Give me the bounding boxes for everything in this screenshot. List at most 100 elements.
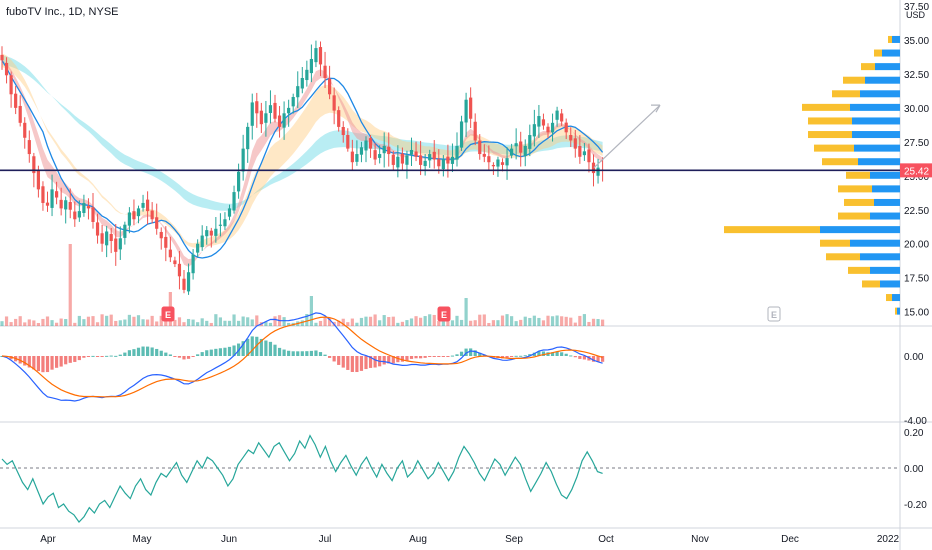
volume-bar: [164, 317, 168, 326]
volume-bar: [136, 315, 141, 326]
earnings-marker: [767, 306, 781, 322]
macd-histogram-bar: [86, 356, 91, 357]
volume-bar: [250, 319, 254, 326]
macd-histogram-bar: [550, 352, 555, 356]
volume-bar: [405, 320, 409, 326]
macd-histogram-bar: [391, 356, 395, 364]
volume-profile-buy: [897, 307, 900, 315]
candle-body: [550, 122, 555, 133]
candle-body: [255, 101, 259, 114]
macd-histogram-bar: [250, 336, 254, 356]
macd-histogram-bar: [359, 356, 364, 371]
macd-histogram-bar: [214, 348, 218, 356]
volume-profile-sell: [826, 253, 860, 261]
candle-body: [32, 156, 36, 174]
oscillator-line: [1, 434, 603, 523]
macd-histogram-bar: [555, 351, 559, 356]
candle-body: [36, 169, 40, 190]
fast-ma-ribbon: [2, 60, 603, 267]
candle-body: [491, 164, 495, 167]
macd-histogram-bar: [241, 341, 245, 356]
oscillator-y-tick-label: 0.20: [904, 428, 924, 439]
volume-bar: [382, 315, 386, 326]
volume-bar: [227, 320, 232, 326]
candle-body: [473, 121, 477, 141]
volume-bar: [569, 317, 573, 326]
candle-body: [500, 162, 505, 165]
volume-profile-buy: [850, 239, 900, 247]
volume-bar: [323, 317, 327, 326]
candle-body: [273, 102, 277, 119]
macd-histogram-bar: [305, 351, 309, 356]
macd-histogram-bar: [200, 352, 204, 356]
oscillator-y-tick-label: -0.20: [904, 500, 927, 511]
volume-bar: [573, 322, 577, 326]
volume-bar: [232, 314, 236, 326]
volume-bar: [510, 316, 514, 326]
volume-bar: [100, 314, 104, 326]
candle-body: [328, 78, 332, 95]
candle-body: [482, 153, 486, 157]
y-tick-label: 15.00: [904, 308, 929, 319]
macd-y-tick-label: -4.00: [904, 416, 927, 427]
macd-histogram-bar: [446, 356, 450, 357]
macd-histogram-bar: [227, 346, 232, 356]
macd-histogram-bar: [428, 356, 432, 357]
volume-bar: [118, 320, 122, 326]
volume-profile-sell: [846, 171, 870, 179]
macd-histogram-bar: [387, 356, 391, 364]
volume-profile-sell: [861, 63, 875, 71]
volume-bar: [582, 314, 586, 326]
volume-bar: [328, 317, 332, 326]
macd-histogram-bar: [68, 356, 72, 363]
x-tick-label: Sep: [505, 534, 523, 545]
candlesticks[interactable]: [0, 40, 605, 295]
candle-body: [73, 211, 77, 220]
candle-body: [514, 143, 518, 147]
volume-bar: [364, 316, 368, 326]
volume-bar: [36, 322, 40, 326]
volume-bar: [255, 315, 259, 326]
candle-body: [177, 263, 182, 277]
volume-profile-sell: [895, 307, 897, 315]
macd-histogram-bar: [582, 356, 586, 360]
volume-bar: [209, 322, 213, 326]
volume-profile-sell: [886, 294, 892, 302]
candle-body: [555, 110, 559, 120]
macd-histogram-bar: [573, 356, 577, 358]
oscillator-pane[interactable]: 0.20 0.00 -0.20: [0, 428, 927, 523]
volume-bar: [186, 318, 191, 326]
volume-bar: [50, 320, 54, 326]
volume-bar: [350, 318, 354, 326]
macd-histogram-bar: [364, 356, 368, 370]
macd-histogram-bar: [368, 356, 373, 368]
candle-body: [337, 110, 341, 127]
candle-body: [541, 119, 546, 126]
candle-body: [560, 113, 564, 122]
candle-body: [396, 156, 400, 168]
macd-histogram-bar: [55, 356, 59, 368]
candle-body: [59, 199, 63, 209]
candle-body: [355, 154, 359, 162]
candle-body: [168, 249, 172, 258]
volume-bar: [196, 322, 200, 326]
volume-bar: [300, 320, 304, 326]
candle-body: [287, 107, 291, 114]
volume-bar: [173, 319, 177, 326]
macd-histogram-bar: [77, 356, 81, 361]
earnings-marker: [437, 306, 451, 322]
macd-histogram-bar: [27, 356, 31, 368]
macd-pane[interactable]: 0.00 -4.00: [0, 312, 927, 427]
macd-histogram-bar: [560, 352, 564, 356]
macd-histogram-bar: [100, 356, 104, 357]
candle-body: [587, 149, 591, 163]
macd-histogram-bar: [355, 356, 359, 373]
volume-bar: [519, 319, 523, 326]
macd-histogram-bar: [287, 350, 291, 356]
candle-body: [469, 97, 473, 119]
y-tick-label: 22.50: [904, 206, 929, 217]
volume-bar: [268, 322, 273, 326]
candle-body: [86, 206, 91, 209]
